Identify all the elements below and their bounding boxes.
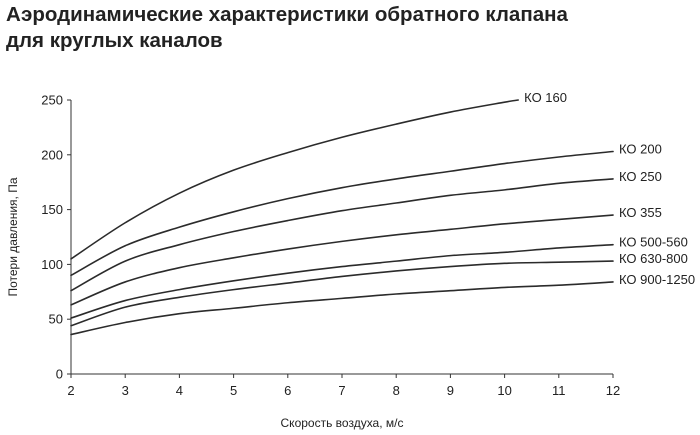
series-lines [70,99,614,336]
series-line-4 [70,214,614,306]
x-tick-label: 8 [393,383,400,398]
series-line-5 [70,243,614,319]
y-axis-label: Потери давления, Па [6,177,20,296]
series-label-6: КО 630-800 [619,251,688,266]
y-axis-ticks: 0 50 100 150 200 250 [41,93,71,382]
x-tick-label: 2 [67,383,74,398]
axes [70,100,613,375]
y-tick-label: 0 [56,367,63,382]
x-tick-label: 7 [338,383,345,398]
chart-title-line-2: для круглых каналов [6,29,223,52]
series-line-6 [70,260,614,327]
x-tick-label: 11 [552,383,566,398]
series-line-7 [70,281,614,336]
x-tick-label: 3 [122,383,129,398]
x-tick-label: 12 [606,383,620,398]
y-tick-label: 150 [41,202,63,217]
x-axis-label: Скорость воздуха, м/с [281,416,404,430]
series-label-3: КО 250 [619,169,662,184]
x-tick-label: 6 [284,383,291,398]
chart-title-line-1: Аэродинамические характеристики обратног… [6,3,568,26]
series-label-1: КО 160 [524,90,567,105]
series-label-4: КО 355 [619,205,662,220]
series-label-2: КО 200 [619,142,662,157]
series-line-1 [70,99,519,260]
x-tick-label: 5 [230,383,237,398]
y-tick-label: 50 [49,312,63,327]
series-label-5: КО 500-560 [619,235,688,250]
x-tick-label: 4 [176,383,183,398]
series-label-7: КО 900-1250 [619,272,695,287]
x-tick-label: 10 [497,383,511,398]
series-line-2 [70,150,614,277]
x-axis-ticks: 2 3 4 5 6 7 8 9 10 11 12 [67,374,620,398]
chart-title: Аэродинамические характеристики обратног… [6,2,696,54]
y-tick-label: 100 [41,257,63,272]
y-tick-label: 200 [41,147,63,162]
y-tick-label: 250 [41,93,63,108]
series-line-3 [70,178,614,292]
x-tick-label: 9 [447,383,454,398]
